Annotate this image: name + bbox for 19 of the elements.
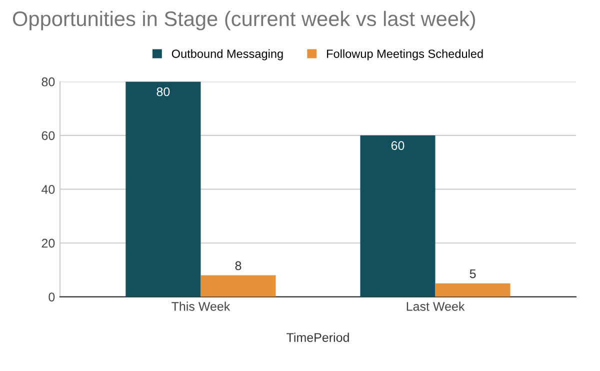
x-tick-label: Last Week [406, 302, 465, 311]
bar [435, 283, 510, 297]
data-label: 60 [391, 141, 404, 150]
bar [126, 82, 201, 297]
y-tick-label: 60 [42, 131, 55, 140]
data-label: 80 [156, 87, 170, 96]
data-label: 8 [235, 261, 242, 270]
y-tick-label: 20 [42, 238, 55, 248]
bar [200, 275, 276, 297]
x-tick-label: This Week [172, 302, 230, 311]
legend-label: Outbound Messaging [172, 49, 283, 60]
y-tick-label: 80 [42, 77, 55, 86]
data-label: 5 [470, 269, 476, 278]
legend-label: Followup Meetings Scheduled [327, 49, 483, 60]
y-tick-label: 40 [42, 185, 55, 194]
chart-title: Opportunities in Stage (current week vs last week) [12, 10, 476, 30]
y-tick-label: 0 [48, 292, 55, 302]
bar [360, 135, 436, 297]
x-axis-title: TimePeriod [286, 332, 349, 342]
